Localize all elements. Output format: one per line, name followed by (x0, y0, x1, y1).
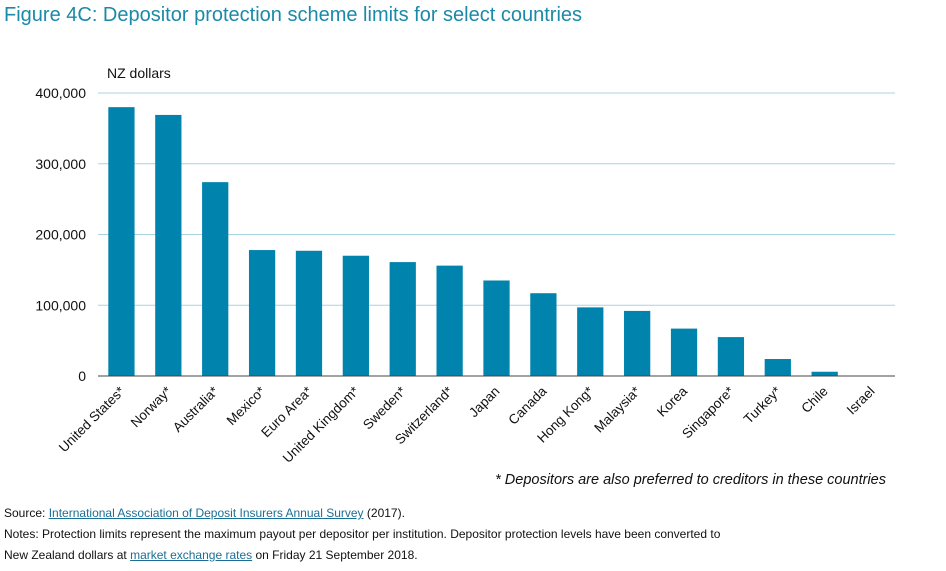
bar (389, 262, 416, 376)
bar (811, 371, 838, 376)
bar (530, 293, 557, 376)
x-tick-label: Chile (798, 384, 830, 416)
bars (108, 107, 838, 377)
y-tick-label: 0 (78, 368, 86, 384)
notes-line-2: New Zealand dollars at market exchange r… (4, 545, 924, 566)
bar (436, 265, 463, 376)
y-tick-label: 200,000 (35, 227, 86, 243)
source-link[interactable]: International Association of Deposit Ins… (48, 506, 364, 520)
x-tick-label: Australia* (170, 383, 222, 435)
x-tick-label: Sweden* (360, 383, 409, 432)
x-tick-labels: United States* Norway*Australia* Mexico*Eu… (56, 383, 878, 466)
notes-block: Source: International Association of Dep… (4, 503, 924, 566)
notes-line-2-suffix: on Friday 21 September 2018. (252, 548, 418, 562)
bar (155, 114, 182, 377)
bar (202, 182, 229, 376)
bar (295, 250, 323, 376)
bar (624, 310, 651, 376)
bar (764, 359, 791, 376)
chart-container: NZ dollars 0 100,000 200,000 300,000 400,000… (0, 50, 946, 475)
source-suffix: (2017). (363, 506, 405, 520)
bar (483, 280, 510, 376)
x-tick-label: Japan (466, 384, 503, 421)
x-tick-label: Mexico* (224, 383, 269, 428)
bar (717, 337, 745, 376)
y-tick-label: 300,000 (35, 156, 86, 172)
x-tick-label: Malaysia* (591, 383, 644, 436)
y-tick-label: 100,000 (35, 297, 86, 313)
y-tick-labels: 0 100,000 200,000 300,000 400,000 (35, 85, 86, 384)
bar (342, 255, 369, 376)
figure-title: Figure 4C: Depositor protection scheme l… (4, 4, 583, 26)
x-tick-label: Israel (844, 384, 878, 418)
exchange-rates-link[interactable]: market exchange rates (130, 548, 253, 562)
x-tick-label: Korea (654, 383, 690, 419)
source-prefix: Source: (4, 506, 49, 520)
x-tick-label: United States* (56, 383, 128, 455)
notes-line-1: Notes: Protection limits represent the m… (4, 527, 721, 541)
notes-line-2-prefix: New Zealand dollars at (4, 548, 131, 562)
y-tick-label: 400,000 (35, 85, 86, 101)
source-line: Source: International Association of Dep… (4, 503, 924, 524)
x-tick-label: Canada (505, 383, 549, 427)
footnote: * Depositors are also preferred to credi… (495, 472, 886, 488)
y-axis-label: NZ dollars (107, 65, 171, 81)
bar-chart: NZ dollars 0 100,000 200,000 300,000 400,000… (35, 65, 895, 466)
x-tick-label: Singapore* (679, 383, 737, 441)
bar (248, 250, 276, 376)
x-tick-label: Norway* (128, 383, 175, 430)
bar (670, 328, 698, 376)
bar (577, 307, 604, 376)
bar (108, 107, 135, 377)
x-tick-label: Turkey* (741, 383, 785, 427)
